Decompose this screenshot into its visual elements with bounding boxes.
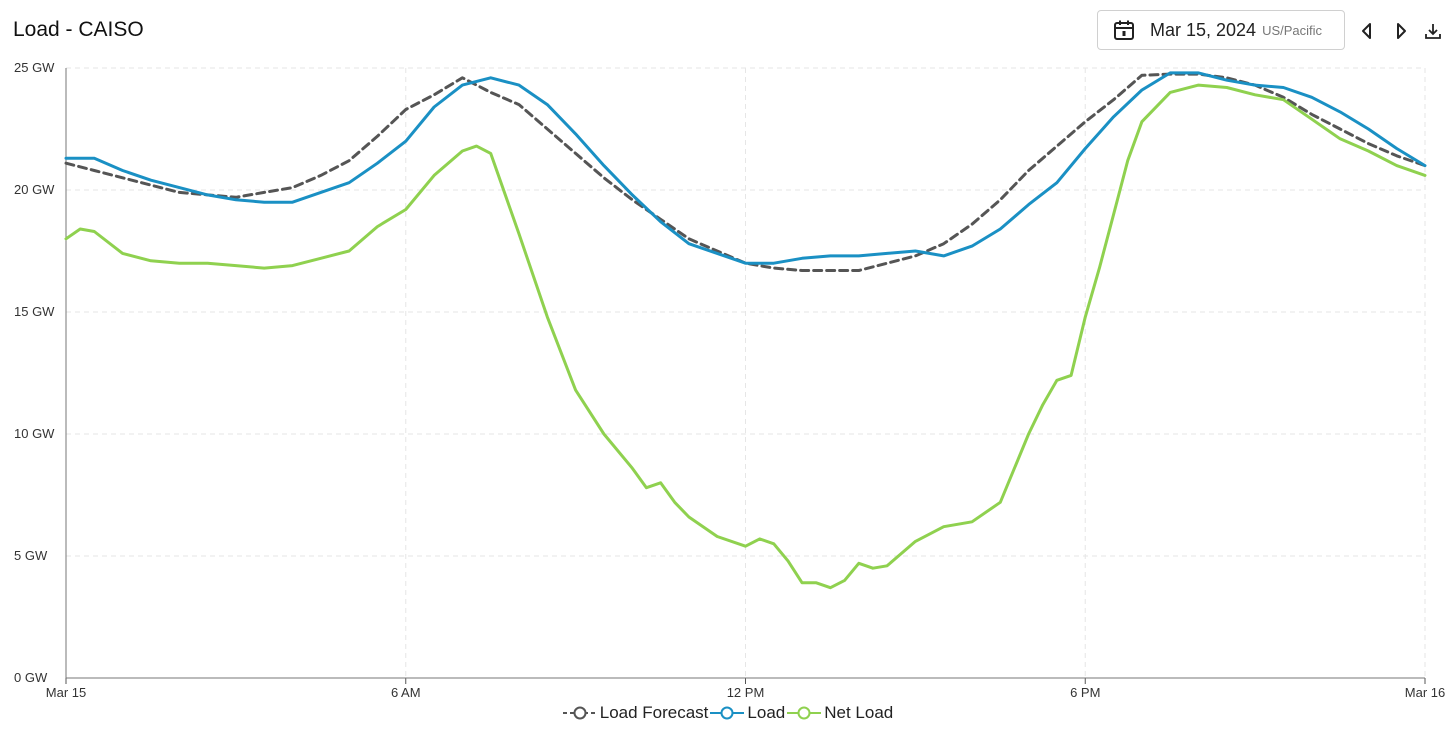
caret-right-icon — [1397, 23, 1406, 39]
date-picker[interactable]: Mar 15, 2024 US/Pacific — [1097, 10, 1345, 50]
timezone-label: US/Pacific — [1262, 22, 1323, 38]
x-tick-label: 6 AM — [391, 685, 421, 700]
series-line-load — [64, 71, 1427, 265]
legend-item-net-load[interactable]: Net Load — [787, 703, 893, 723]
download-button[interactable] — [1421, 18, 1445, 44]
y-tick-label: 20 GW — [14, 182, 55, 197]
legend-item-load[interactable]: Load — [710, 703, 785, 723]
previous-day-button[interactable] — [1355, 18, 1379, 44]
chart-series — [64, 71, 1427, 590]
series-line-net-load — [64, 83, 1427, 590]
download-icon — [1425, 24, 1441, 39]
x-tick-label: Mar 16 — [1405, 685, 1445, 700]
x-tick-label: Mar 15 — [46, 685, 86, 700]
y-tick-label: 5 GW — [14, 548, 48, 563]
chart-legend: Load Forecast Load Net Load — [0, 703, 1456, 723]
y-tick-label: 0 GW — [14, 670, 48, 685]
y-tick-label: 15 GW — [14, 304, 55, 319]
legend-swatch-net-load — [787, 706, 822, 720]
x-tick-label: 12 PM — [727, 685, 765, 700]
chart-grid — [65, 67, 1426, 678]
y-tick-label: 10 GW — [14, 426, 55, 441]
legend-label-net-load: Net Load — [824, 703, 894, 722]
y-tick-label: 25 GW — [14, 60, 55, 75]
caret-left-icon — [1362, 23, 1371, 39]
next-day-button[interactable] — [1389, 18, 1413, 44]
legend-swatch-load-forecast — [562, 706, 597, 720]
legend-swatch-load — [710, 706, 745, 720]
chart-axes: 0 GW 5 GW 10 GW 15 GW 20 GW 25 GW Mar 15 6 AM 12… — [14, 60, 1445, 700]
calendar-icon — [1114, 20, 1134, 40]
page-title: Load - CAISO — [13, 18, 144, 41]
x-tick-label: 6 PM — [1070, 685, 1100, 700]
legend-item-load-forecast[interactable]: Load Forecast — [562, 703, 709, 723]
date-value: Mar 15, 2024 — [1150, 19, 1257, 40]
legend-label-load-forecast: Load Forecast — [599, 703, 709, 722]
legend-label-load: Load — [747, 703, 786, 722]
